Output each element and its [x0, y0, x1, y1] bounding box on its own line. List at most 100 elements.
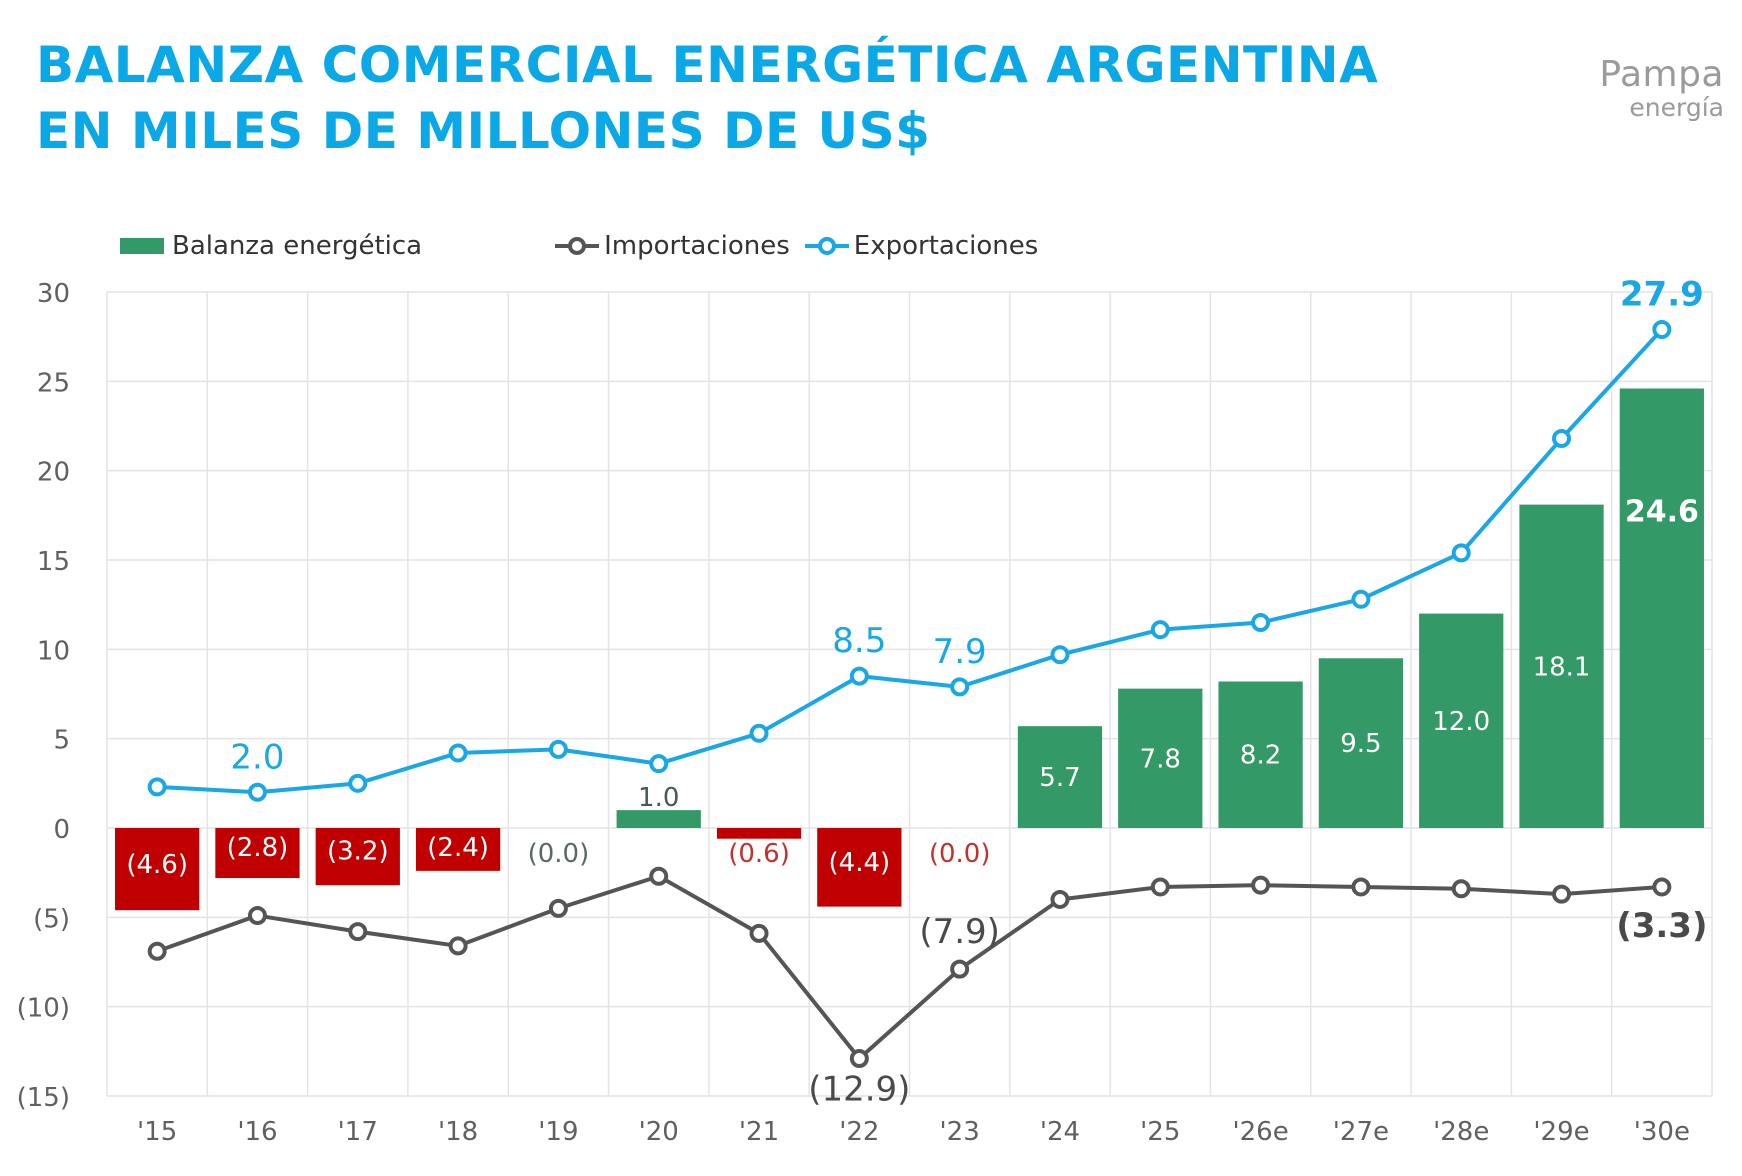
bar-negative: [415, 828, 501, 871]
exports-line: [157, 328, 1664, 795]
x-tick-label: '21: [739, 1117, 779, 1147]
exports-point: [1451, 543, 1471, 563]
x-tick-label: '24: [1040, 1117, 1080, 1147]
exports-point: [1150, 620, 1170, 640]
imports-point: [649, 866, 669, 886]
logo-wordmark: Pampa: [1599, 54, 1724, 95]
x-tick-label: '27e: [1333, 1117, 1389, 1147]
legend-imports-line-icon: [555, 237, 600, 255]
bar-positive: [1519, 504, 1604, 828]
x-tick-label: '20: [639, 1117, 679, 1147]
imports-point: [749, 923, 769, 943]
bar-data-label: (0.0): [929, 839, 991, 869]
imports-point: [1451, 879, 1471, 899]
imports-point: [448, 936, 468, 956]
imports-point: [950, 959, 970, 979]
exports-point: [1251, 613, 1271, 633]
imports-point: [348, 922, 368, 942]
imports-data-label: (7.9): [919, 912, 1000, 952]
legend-item-exportaciones: Exportaciones: [804, 231, 1039, 261]
exports-point: [1552, 429, 1572, 449]
bar-positive: [1318, 658, 1404, 828]
bar-negative: [215, 828, 300, 879]
bar-data-label: 8.2: [1240, 741, 1281, 771]
imports-point: [1150, 877, 1170, 897]
x-tick-label: '16: [237, 1117, 277, 1147]
y-tick-label: (10): [17, 994, 70, 1024]
imports-point: [849, 1048, 869, 1068]
bar-data-label: (0.0): [528, 839, 590, 869]
bar-data-label: 12.0: [1432, 707, 1490, 737]
x-tick-label: '23: [940, 1117, 980, 1147]
bar-positive: [1118, 688, 1203, 828]
bar-positive: [1017, 726, 1103, 828]
bar-positive: [1419, 613, 1504, 828]
bar-data-label: (4.6): [126, 850, 188, 880]
exports-point: [749, 723, 769, 743]
imports-point: [1351, 877, 1371, 897]
imports-point: [548, 898, 568, 918]
chart-title-line-1: BALANZA COMERCIAL ENERGÉTICA ARGENTINA: [36, 36, 1379, 94]
exports-point: [548, 739, 568, 759]
exports-data-label: 27.9: [1620, 275, 1704, 315]
imports-data-label: (3.3): [1616, 906, 1707, 946]
imports-data-label: (12.9): [808, 1069, 910, 1109]
x-tick-label: '29e: [1533, 1117, 1589, 1147]
exports-point: [448, 743, 468, 763]
chart-title: BALANZA COMERCIAL ENERGÉTICA ARGENTINA E…: [36, 32, 1378, 164]
x-tick-label: '22: [839, 1117, 879, 1147]
y-tick-label: 5: [53, 726, 70, 756]
x-tick-label: '17: [338, 1117, 378, 1147]
x-tick-label: '19: [538, 1117, 578, 1147]
y-tick-label: (15): [17, 1083, 70, 1113]
bar-data-label: 24.6: [1625, 495, 1699, 530]
legend-bar-swatch: [120, 238, 164, 254]
imports-point: [247, 906, 267, 926]
exports-point: [849, 666, 869, 686]
bar-data-label: (4.4): [829, 848, 891, 878]
logo-subtitle: energía: [1629, 93, 1724, 122]
bar-positive: [1218, 681, 1303, 828]
exports-point: [1652, 320, 1672, 340]
exports-point: [147, 777, 167, 797]
imports-point: [1251, 875, 1271, 895]
legend-label-exportaciones: Exportaciones: [853, 231, 1039, 261]
bar-data-label: (3.2): [327, 836, 389, 866]
y-tick-label: 10: [37, 636, 70, 666]
exports-point: [950, 677, 970, 697]
bar-negative: [817, 828, 902, 907]
x-tick-label: '28e: [1433, 1117, 1489, 1147]
imports-line: [156, 874, 1662, 1061]
y-tick-label: 25: [37, 368, 70, 398]
bar-data-label: 7.8: [1140, 744, 1181, 774]
x-tick-label: '15: [137, 1117, 177, 1147]
y-tick-label: 15: [37, 547, 70, 577]
legend-label-importaciones: Importaciones: [604, 231, 790, 261]
chart-title-line-2: EN MILES DE MILLONES DE US$: [36, 102, 931, 160]
bar-data-label: (2.8): [227, 833, 289, 863]
exports-point: [649, 754, 669, 774]
chart-legend: Balanza energética Importaciones Exporta…: [120, 228, 1038, 264]
imports-point: [1050, 889, 1070, 909]
exports-point: [1050, 645, 1070, 665]
x-tick-label: '25: [1140, 1117, 1180, 1147]
legend-exports-line-icon: [804, 237, 849, 255]
legend-item-balanza: Balanza energética: [120, 231, 422, 261]
bar-data-label: 9.5: [1340, 729, 1381, 759]
legend-item-importaciones: Importaciones: [554, 231, 790, 261]
exports-point: [348, 773, 368, 793]
bar-positive: [1619, 388, 1704, 828]
bar-data-label: (2.4): [427, 833, 489, 863]
bar-negative: [716, 828, 802, 839]
y-tick-label: (5): [33, 904, 70, 934]
imports-point: [1552, 884, 1572, 904]
bar-data-label: 18.1: [1533, 652, 1591, 682]
bar-negative: [315, 828, 400, 886]
exports-data-label: 7.9: [933, 632, 987, 672]
exports-data-label: 2.0: [230, 737, 284, 777]
x-tick-label: '18: [438, 1117, 478, 1147]
x-tick-label: '26e: [1232, 1117, 1288, 1147]
bar-data-label: 1.0: [638, 783, 679, 813]
legend-label-balanza: Balanza energética: [172, 231, 423, 261]
